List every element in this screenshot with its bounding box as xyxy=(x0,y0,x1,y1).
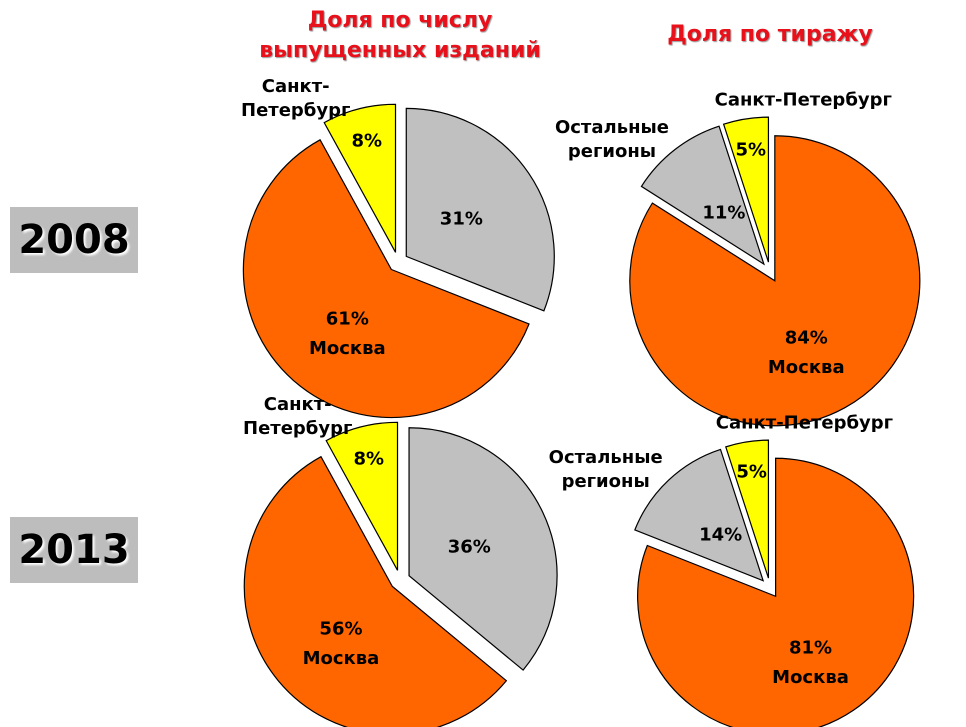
category-label: Санкт-Петербург xyxy=(243,393,353,439)
value-label: 84% xyxy=(784,327,828,349)
category-label: Москва xyxy=(302,647,380,669)
pie-slice xyxy=(640,125,765,266)
pie-slice xyxy=(242,138,530,419)
value-label: 36% xyxy=(447,536,491,558)
value-label: 5% xyxy=(736,461,767,483)
pie-slice xyxy=(323,103,397,253)
category-label: Санкт-Петербург xyxy=(241,75,351,121)
row-label: 2013 xyxy=(10,517,138,583)
value-label: 81% xyxy=(788,637,833,659)
row-label: 2008 xyxy=(10,207,138,273)
category-label: Санкт-Петербург xyxy=(715,412,894,434)
category-label: Москва xyxy=(767,356,845,378)
category-label: Москва xyxy=(772,666,849,688)
value-label: 56% xyxy=(319,618,363,640)
pie-slice xyxy=(629,135,921,427)
value-label: 11% xyxy=(702,202,746,224)
column-title: Доля по тиражу xyxy=(667,22,873,47)
value-label: 61% xyxy=(325,308,369,330)
pie-slice xyxy=(243,455,508,727)
value-label: 31% xyxy=(439,208,483,230)
pie-slice xyxy=(325,421,399,571)
pie-slice xyxy=(408,427,558,671)
pie-slice xyxy=(722,116,770,263)
category-label: Санкт-Петербург xyxy=(714,89,892,111)
value-label: 8% xyxy=(353,448,385,469)
value-label: 5% xyxy=(735,139,767,161)
column-title: Доля по числу выпущенных изданий xyxy=(259,8,541,63)
category-label: Остальные регионы xyxy=(554,116,669,162)
category-label: Москва xyxy=(308,338,386,360)
pie-slice xyxy=(634,448,765,582)
pie-slice xyxy=(405,107,555,312)
pie-slice xyxy=(637,457,915,727)
value-label: 8% xyxy=(351,130,383,151)
pie-slice xyxy=(725,439,770,579)
value-label: 14% xyxy=(699,524,743,546)
category-label: Остальные регионы xyxy=(548,447,663,493)
